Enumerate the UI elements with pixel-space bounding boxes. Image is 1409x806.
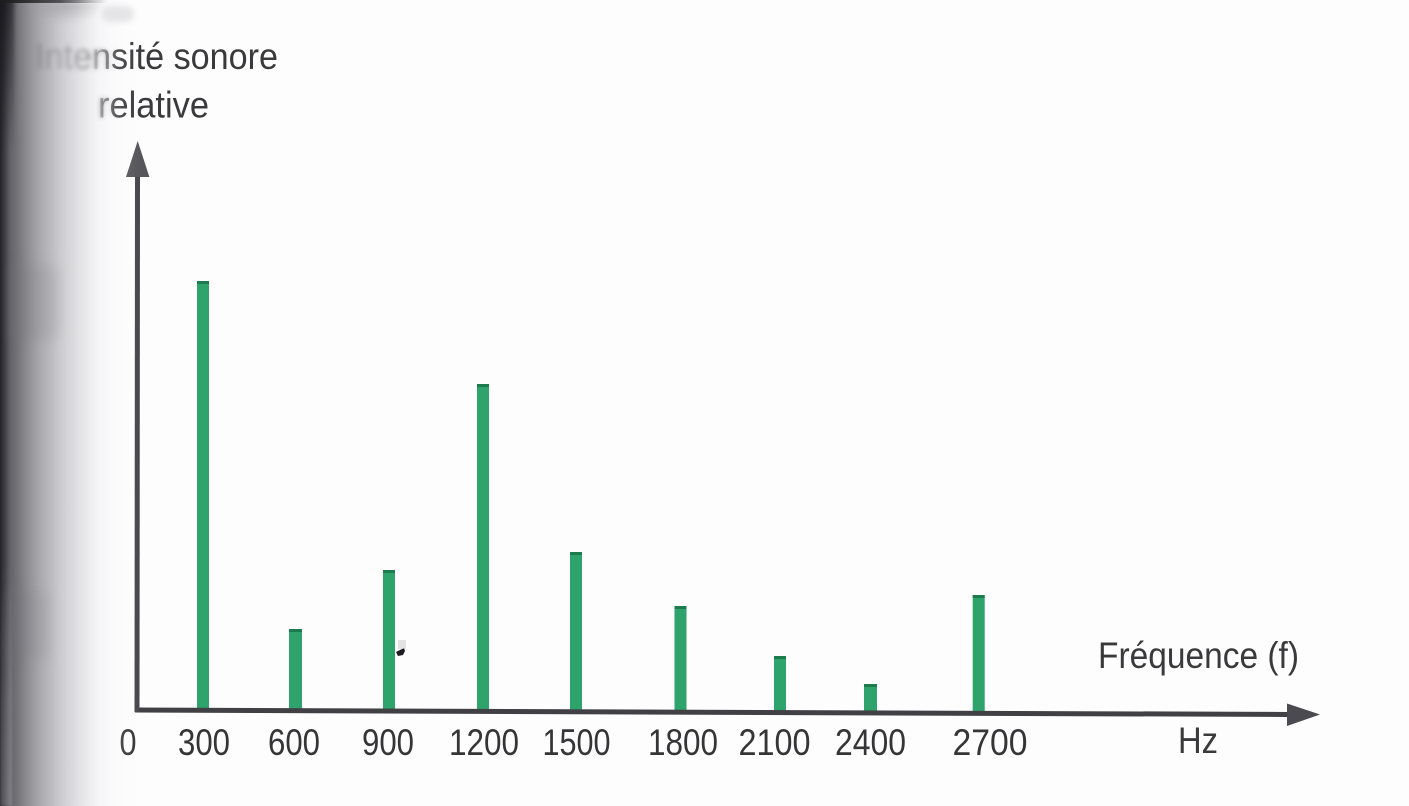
svg-text:900: 900 <box>362 722 414 763</box>
svg-text:2100: 2100 <box>739 722 811 763</box>
svg-text:Hz: Hz <box>1178 720 1218 761</box>
svg-text:1500: 1500 <box>543 722 611 763</box>
svg-text:1800: 1800 <box>648 722 718 763</box>
svg-text:600: 600 <box>268 722 320 763</box>
svg-text:2700: 2700 <box>953 722 1028 763</box>
svg-text:1200: 1200 <box>449 722 519 763</box>
svg-text:2400: 2400 <box>835 722 906 763</box>
svg-text:300: 300 <box>178 722 230 763</box>
svg-text:Fréquence (f): Fréquence (f) <box>1098 635 1299 676</box>
